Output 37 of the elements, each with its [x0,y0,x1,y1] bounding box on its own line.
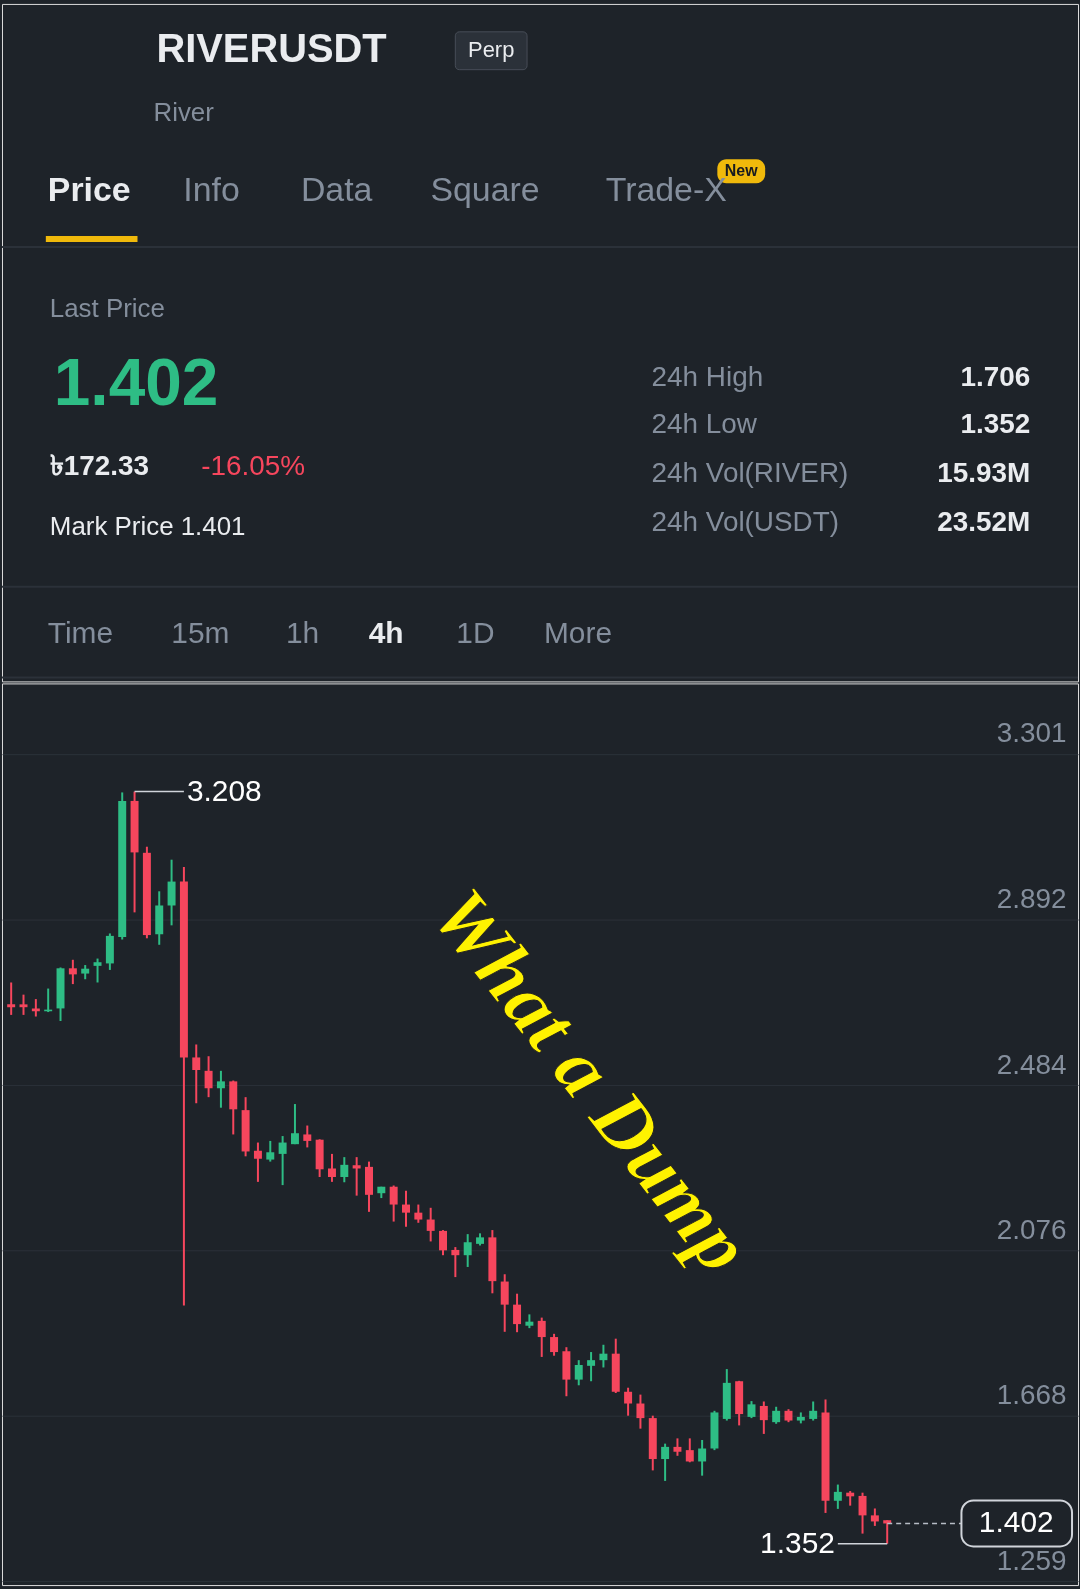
text: 24h Vol(RIVER) [651,457,849,489]
text: 4h [368,615,404,649]
text: 1h [285,615,320,649]
text: 1.706 [960,360,1031,392]
text: 24h High [651,360,764,392]
text: Perp [468,36,515,62]
annotation: 3.208 [186,773,262,807]
text: 24h Low [651,408,758,440]
text: 23.52M [937,505,1031,537]
text: Last Price [49,293,165,322]
text: More [543,615,613,649]
text: 15.93M [937,457,1031,489]
text: New [724,162,759,180]
text: Trade-X [605,170,727,209]
text: 1.402 [53,345,219,420]
y-tick-label: 2.484 [996,1048,1067,1080]
y-tick-label: 2.076 [996,1213,1067,1245]
text: Data [300,170,373,209]
text: 24h Vol(USDT) [651,505,840,537]
y-tick-label: 1.668 [996,1379,1067,1411]
text: Time [47,615,114,649]
annotation: 1.352 [760,1525,835,1559]
text: River [153,98,215,127]
text: Info [183,170,240,209]
text: 15m [171,615,230,649]
text: Square [430,170,540,209]
y-tick-label: 3.301 [996,717,1067,749]
y-tick-label: 2.892 [996,883,1067,915]
text: 1D [456,615,495,649]
text: Mark Price 1.401 [49,511,246,540]
text: 1.352 [960,408,1031,440]
text: -16.05% [201,450,306,482]
ref-line-label: 1.402 [978,1505,1054,1539]
text: RIVERUSDT [156,25,387,70]
text: Price [47,170,131,209]
text: ৳172.33 [49,450,150,482]
y-tick-label: 1.259 [996,1544,1067,1576]
